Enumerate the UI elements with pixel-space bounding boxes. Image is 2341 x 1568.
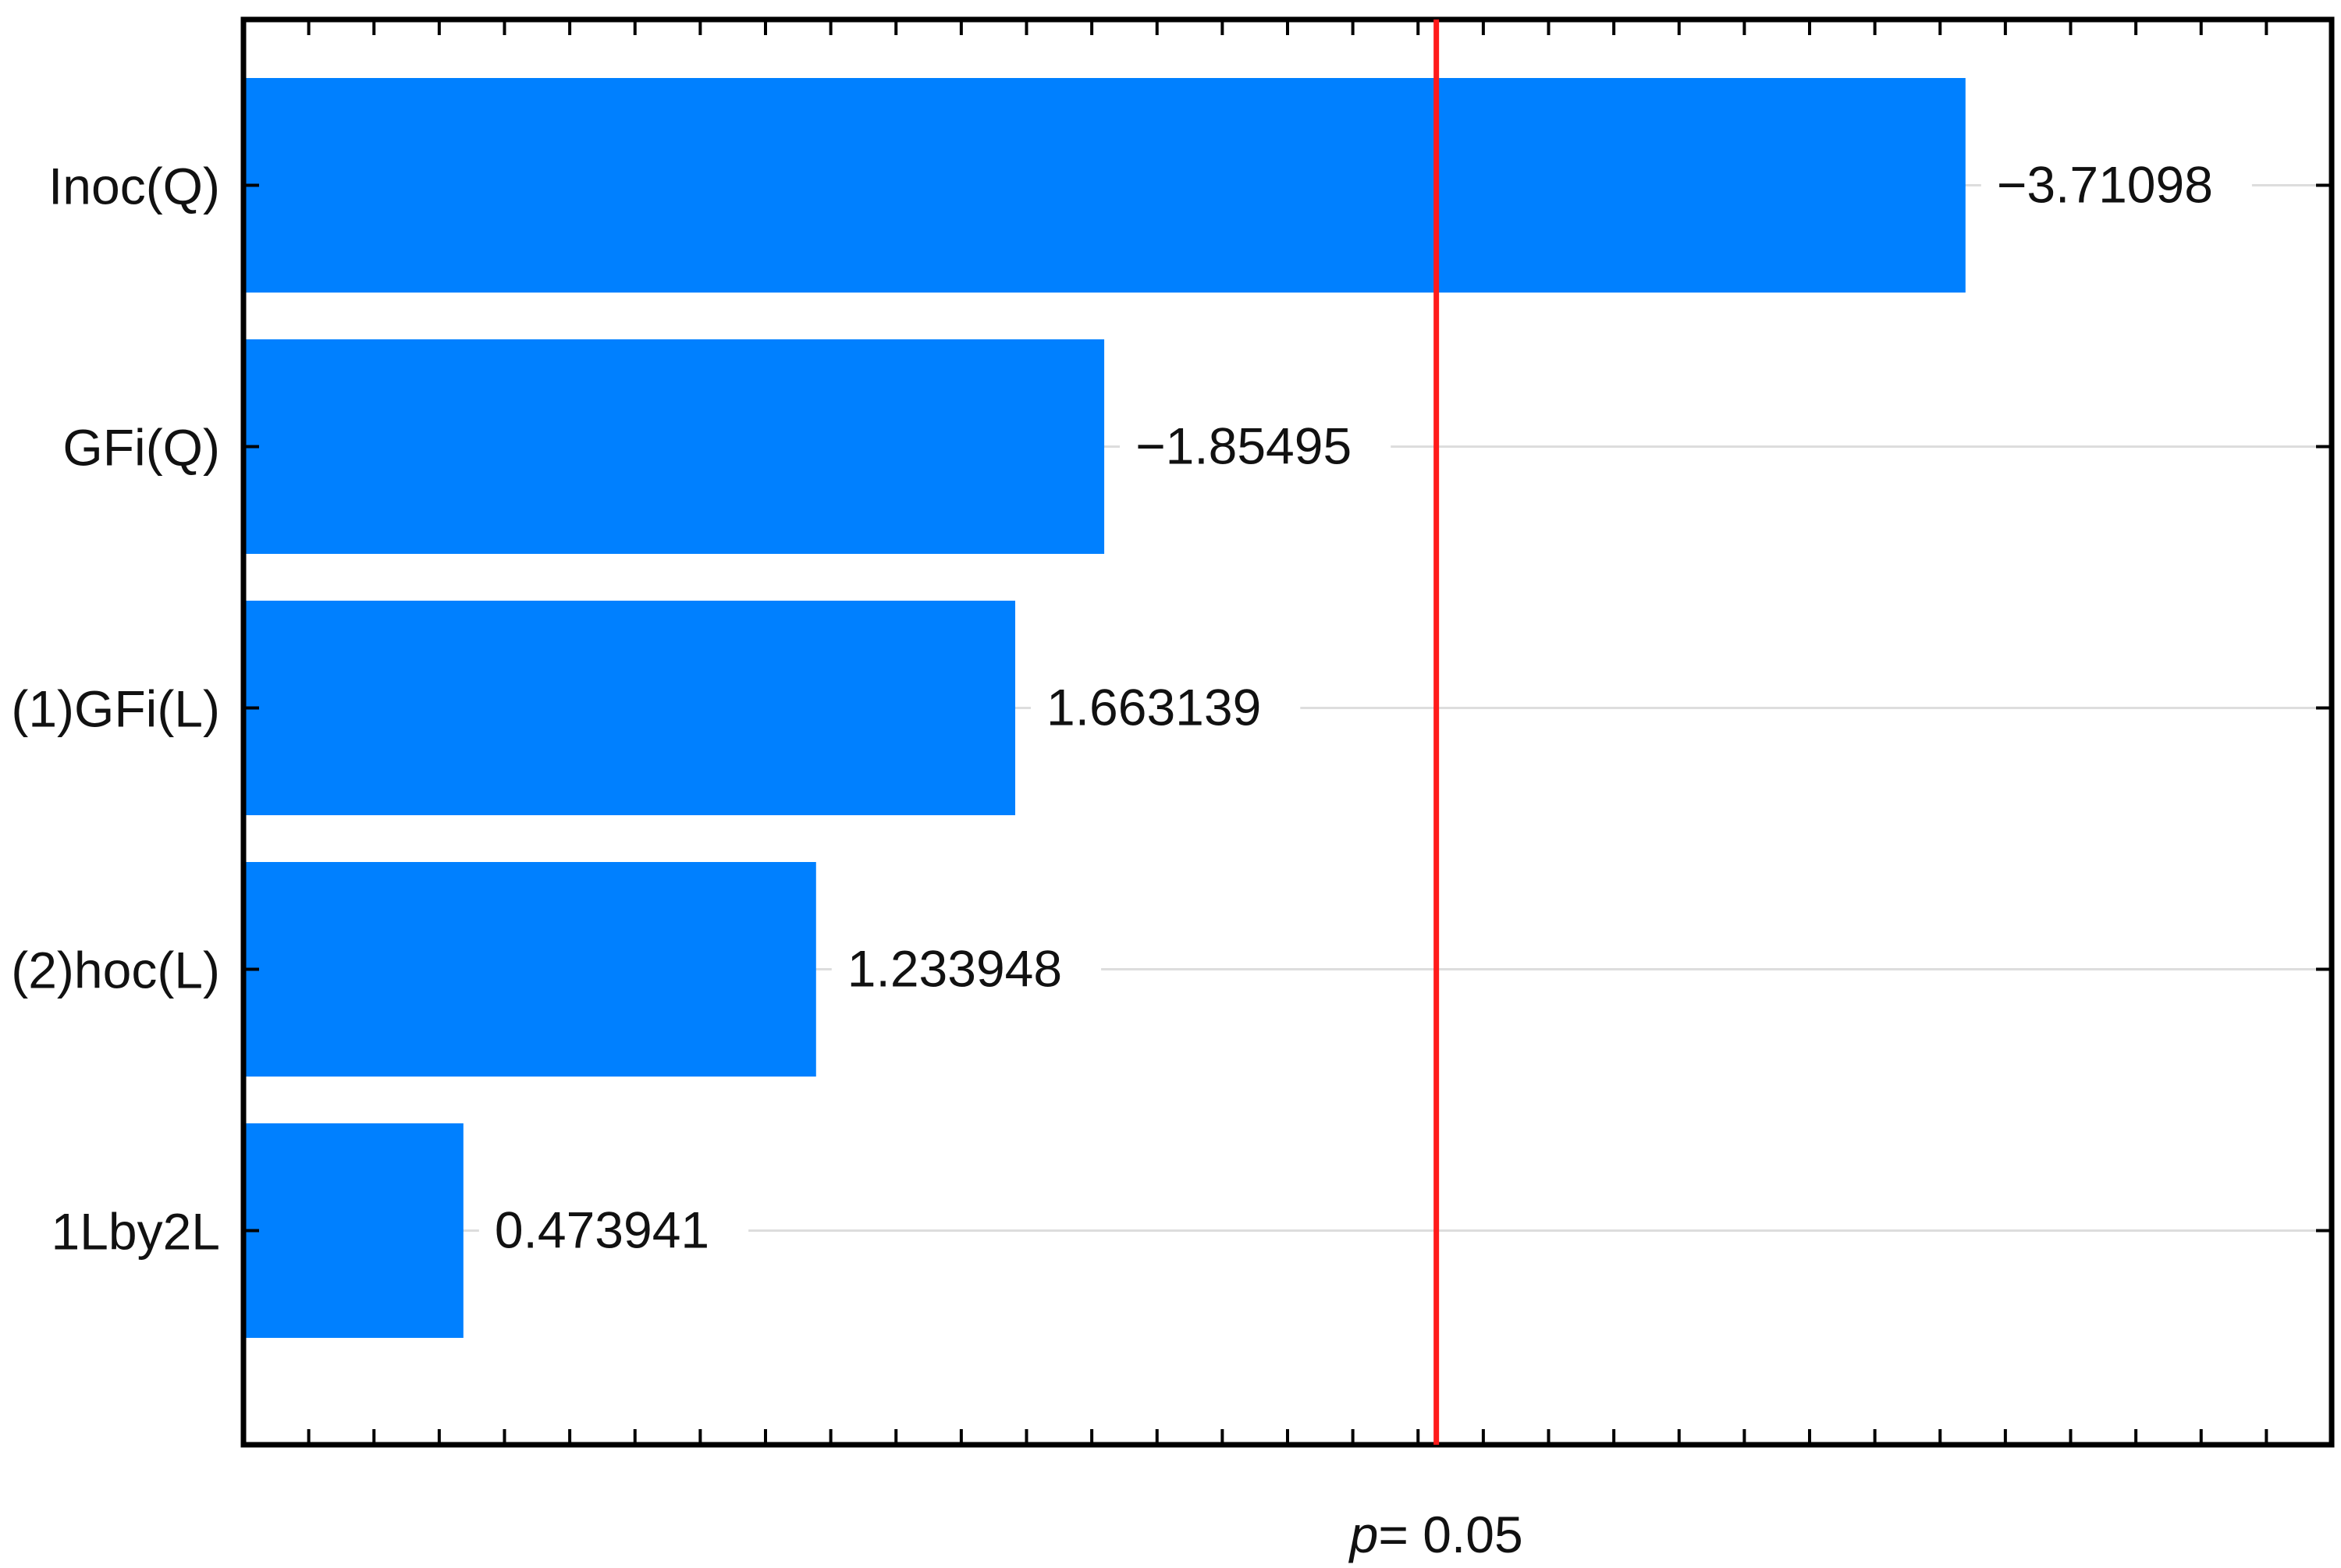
value-label-background	[1120, 407, 1391, 486]
threshold-label-p: p	[1348, 1506, 1379, 1563]
value-label-background	[478, 1191, 749, 1270]
bar	[243, 1123, 464, 1338]
value-label-background	[831, 930, 1102, 1009]
bar	[243, 601, 1016, 815]
category-label: (2)hoc(L)	[11, 942, 220, 999]
value-label: −3.71098	[1997, 156, 2213, 214]
axis-layer	[240, 16, 2335, 1448]
value-label-background	[1031, 669, 1301, 747]
threshold-layer: p= 0.05	[1348, 20, 1523, 1563]
bar	[243, 339, 1105, 554]
value-label: 1.233948	[847, 940, 1062, 998]
category-label: 1Lby2L	[51, 1203, 220, 1261]
value-label: −1.85495	[1135, 417, 1352, 475]
category-label: Inoc(Q)	[48, 158, 220, 215]
value-label: 0.473941	[495, 1201, 709, 1259]
bar	[243, 78, 1966, 293]
value-label: 1.663139	[1046, 679, 1261, 736]
label-layer: −3.71098 Inoc(Q) −1.85495 GFi(Q) 1.663139 (1)…	[11, 146, 2252, 1270]
bar	[243, 862, 816, 1077]
threshold-label-value: = 0.05	[1378, 1506, 1522, 1563]
category-label: GFi(Q)	[62, 419, 220, 477]
threshold-label: p= 0.05	[1348, 1506, 1523, 1563]
bar-layer	[243, 78, 1966, 1338]
category-label: (1)GFi(L)	[11, 680, 220, 738]
value-label-background	[1980, 146, 2252, 225]
